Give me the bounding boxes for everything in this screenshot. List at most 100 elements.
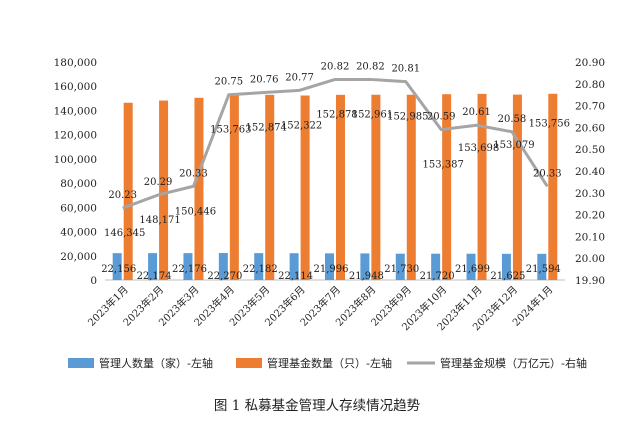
bar-managers — [537, 253, 547, 280]
right-tick-label: 20.60 — [575, 122, 605, 134]
left-tick-label: 60,000 — [60, 202, 97, 214]
label-managers: 21,699 — [455, 264, 490, 275]
bar-funds — [442, 94, 452, 281]
left-y-axis: 0 20,000 40,000 60,000 80,000 100,000 120,000 1… — [54, 57, 97, 287]
label-scale: 20.29 — [144, 177, 173, 188]
label-managers: 21,594 — [526, 264, 561, 275]
right-tick-label: 20.80 — [575, 79, 605, 91]
bar-funds — [123, 102, 133, 280]
label-managers: 22,182 — [243, 264, 278, 275]
label-managers: 21,996 — [314, 264, 349, 275]
legend-label-managers: 管理人数量（家）-左轴 — [99, 356, 213, 370]
label-funds: 153,079 — [493, 140, 534, 151]
label-scale: 20.82 — [356, 61, 385, 72]
label-managers: 21,625 — [490, 271, 525, 282]
right-y-axis: 19.90 20.00 20.10 20.20 20.30 20.40 20.50 20.60… — [575, 57, 605, 287]
label-scale: 20.77 — [285, 72, 314, 83]
left-tick-label: 20,000 — [60, 251, 97, 263]
label-scale: 20.58 — [498, 114, 527, 125]
bar-managers — [360, 253, 370, 280]
label-managers: 22,176 — [172, 264, 207, 275]
label-managers: 22,270 — [207, 271, 242, 282]
label-funds: 152,961 — [352, 109, 393, 120]
label-funds: 153,756 — [529, 118, 570, 129]
legend-swatch-funds — [236, 358, 262, 368]
bar-funds — [512, 94, 522, 280]
label-funds: 153,698 — [458, 143, 499, 154]
bar-managers — [466, 253, 476, 280]
left-tick-label: 120,000 — [54, 130, 97, 142]
bar-managers — [289, 253, 299, 280]
data-labels: 22,156 146,345 20.23 22,174 148,171 20.29 22,1… — [101, 61, 570, 282]
label-scale: 20.81 — [391, 64, 420, 75]
bar-funds — [229, 93, 239, 280]
bar-funds — [194, 97, 204, 280]
bar-managers — [325, 253, 334, 280]
left-tick-label: 180,000 — [54, 57, 97, 69]
bar-funds — [265, 94, 275, 280]
label-funds: 152,878 — [316, 109, 357, 120]
bar-funds — [336, 94, 345, 281]
bar-managers — [254, 253, 264, 280]
label-funds: 146,345 — [104, 228, 145, 239]
label-scale: 20.75 — [215, 77, 244, 88]
x-axis: 2023年1月2023年2月2023年3月2023年4月2023年5月2023年… — [85, 279, 565, 333]
bar-managers — [183, 253, 193, 280]
bar-managers — [395, 253, 405, 280]
bar-managers — [431, 253, 441, 280]
label-scale: 20.33 — [179, 168, 208, 179]
left-tick-label: 40,000 — [60, 227, 97, 239]
bar-funds — [548, 93, 558, 281]
legend: 管理人数量（家）-左轴 管理基金数量（只）-左轴 管理基金规模（万亿元）-右轴 — [68, 356, 587, 370]
right-tick-label: 20.30 — [575, 188, 605, 200]
bar-managers — [218, 253, 228, 280]
bar-managers — [148, 253, 158, 280]
label-funds: 148,171 — [139, 215, 180, 226]
label-funds: 152,985 — [387, 112, 428, 123]
label-managers: 22,174 — [137, 271, 172, 282]
label-scale: 20.59 — [427, 112, 456, 123]
right-tick-label: 20.40 — [575, 166, 605, 178]
legend-label-funds: 管理基金数量（只）-左轴 — [267, 356, 392, 370]
label-managers: 21,948 — [349, 271, 384, 282]
bar-funds — [477, 93, 487, 280]
scale-line-path — [122, 77, 549, 210]
bar-funds — [300, 95, 310, 280]
scale-line — [122, 77, 549, 210]
label-managers: 22,156 — [101, 264, 136, 275]
label-managers: 22,114 — [278, 271, 313, 282]
right-tick-label: 20.10 — [575, 231, 605, 243]
bar-funds — [371, 94, 381, 281]
legend-swatch-managers — [68, 358, 94, 368]
right-tick-label: 20.50 — [575, 144, 605, 156]
label-scale: 20.23 — [108, 190, 137, 201]
bar-managers — [112, 253, 122, 280]
label-managers: 21,720 — [420, 271, 455, 282]
left-tick-label: 160,000 — [54, 81, 97, 93]
left-tick-label: 140,000 — [54, 105, 97, 117]
label-funds: 152,874 — [246, 123, 287, 134]
bar-funds — [406, 94, 416, 280]
left-tick-label: 0 — [90, 275, 97, 287]
right-tick-label: 20.20 — [575, 210, 605, 222]
label-funds: 150,446 — [175, 206, 216, 217]
right-tick-label: 20.00 — [575, 253, 605, 265]
bars — [112, 93, 558, 281]
label-scale: 20.33 — [533, 168, 562, 179]
figure-caption: 图 1 私募基金管理人存续情况趋势 — [214, 397, 420, 414]
left-tick-label: 100,000 — [54, 154, 97, 166]
label-scale: 20.82 — [321, 61, 350, 72]
bar-funds — [159, 100, 169, 280]
right-tick-label: 20.90 — [575, 57, 605, 69]
right-tick-label: 20.70 — [575, 101, 605, 113]
label-funds: 153,387 — [422, 160, 463, 171]
label-funds: 153,763 — [210, 125, 251, 136]
label-scale: 20.76 — [250, 75, 279, 86]
right-tick-label: 19.90 — [575, 275, 605, 287]
label-scale: 20.61 — [462, 107, 491, 118]
bar-managers — [501, 253, 511, 280]
legend-label-scale: 管理基金规模（万亿元）-右轴 — [440, 356, 587, 370]
label-managers: 21,730 — [384, 264, 419, 275]
label-funds: 152,322 — [281, 120, 322, 131]
